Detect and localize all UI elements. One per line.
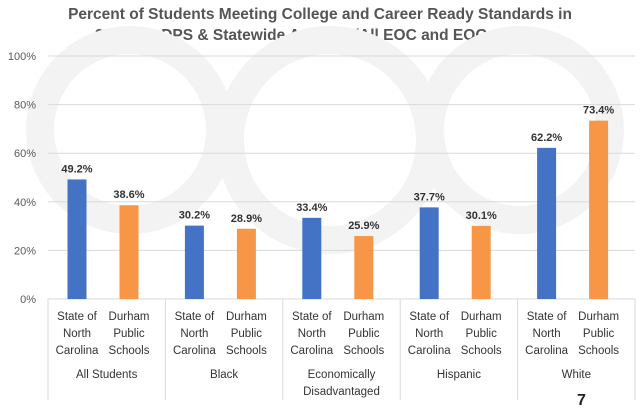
group-label: All Students xyxy=(76,369,138,381)
chart-title-line-1: Percent of Students Meeting College and … xyxy=(68,6,572,23)
bar xyxy=(537,147,557,299)
y-tick-label: 80% xyxy=(14,100,36,112)
category-label: Durham Public Schools xyxy=(226,311,267,357)
category-label: State of North Carolina xyxy=(525,311,568,357)
category-label: State of North Carolina xyxy=(56,311,99,357)
watermark-shape xyxy=(416,26,624,234)
category-label: State of North Carolina xyxy=(290,311,333,357)
page-number: 7 xyxy=(577,392,586,409)
data-label: 25.9% xyxy=(348,220,379,232)
y-tick-label: 60% xyxy=(14,148,36,160)
data-label: 49.2% xyxy=(61,163,92,175)
category-label: Durham Public Schools xyxy=(578,311,619,357)
bar xyxy=(236,228,256,299)
category-label: Durham Public Schools xyxy=(461,311,502,357)
data-label: 38.6% xyxy=(113,189,144,201)
data-label: 37.7% xyxy=(414,191,445,203)
bar xyxy=(302,217,322,299)
bar xyxy=(184,225,204,299)
bar xyxy=(354,236,374,299)
group-label: White xyxy=(562,369,591,381)
y-tick-label: 40% xyxy=(14,197,36,209)
group-label: Economically Disadvantaged xyxy=(303,369,380,398)
data-label: 62.2% xyxy=(531,132,562,144)
y-tick-label: 100% xyxy=(8,51,36,63)
y-tick-label: 20% xyxy=(14,245,36,257)
data-label: 30.2% xyxy=(179,210,210,222)
y-tick-label: 0% xyxy=(20,294,36,306)
category-label: Durham Public Schools xyxy=(109,311,150,357)
data-label: 33.4% xyxy=(296,202,327,214)
bar xyxy=(419,207,439,299)
data-label: 73.4% xyxy=(583,105,614,117)
group-label: Black xyxy=(210,369,238,381)
category-label: State of North Carolina xyxy=(408,311,451,357)
data-label: 28.9% xyxy=(231,213,262,225)
category-label: State of North Carolina xyxy=(173,311,216,357)
category-label: Durham Public Schools xyxy=(343,311,384,357)
bar xyxy=(471,225,491,299)
watermark-shape xyxy=(216,26,444,254)
bar xyxy=(589,120,609,299)
bar xyxy=(119,205,139,299)
data-label: 30.1% xyxy=(466,210,497,222)
group-label: Hispanic xyxy=(437,369,481,381)
bar xyxy=(67,179,87,299)
